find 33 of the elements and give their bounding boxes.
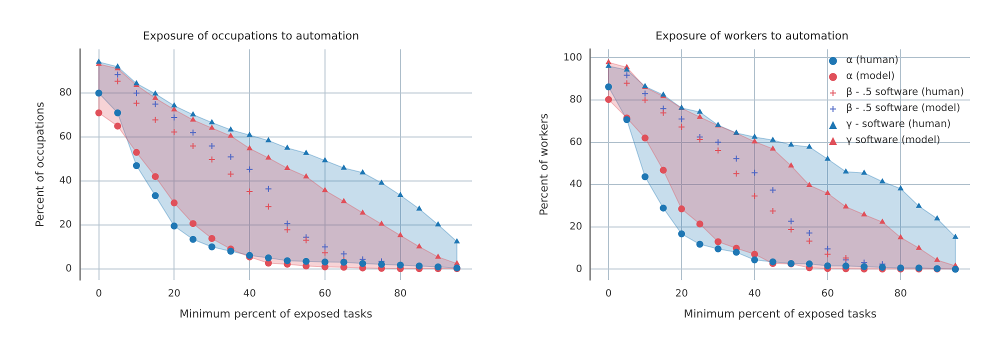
y-tick-label: 20 [570, 222, 582, 233]
x-tick-label: 80 [394, 288, 407, 300]
y-tick-label: 60 [59, 132, 72, 143]
legend-label: α (human) [846, 54, 899, 68]
y-tick-label: 80 [59, 88, 72, 99]
x-tick-label: 20 [168, 288, 181, 300]
y-axis-title: Percent of workers [537, 113, 550, 216]
y-tick-label: 40 [59, 176, 72, 187]
x-axis-title: Minimum percent of exposed tasks [180, 307, 373, 320]
chart-title: Exposure of workers to automation [655, 29, 849, 42]
x-tick-label: 40 [748, 288, 761, 300]
y-tick-label: 0 [576, 264, 582, 275]
legend-label: γ - software (human) [846, 118, 951, 132]
y-axis-title: Percent of occupations [33, 102, 46, 228]
x-tick-label: 20 [675, 288, 688, 300]
x-tick-label: 0 [96, 288, 102, 300]
y-tick-label: 40 [570, 179, 582, 190]
y-tick-label: 80 [570, 94, 582, 106]
x-tick-label: 80 [894, 288, 907, 300]
legend-label: γ software (model) [846, 134, 940, 148]
legend-label: β - .5 software (model) [846, 102, 960, 116]
y-tick-label: 20 [59, 219, 72, 230]
x-tick-label: 0 [605, 288, 612, 300]
chart-title: Exposure of occupations to automation [142, 29, 360, 42]
x-axis-title: Minimum percent of exposed tasks [684, 307, 877, 320]
legend-label: α (model) [846, 70, 895, 84]
x-tick-label: 60 [318, 288, 332, 300]
legend-label: β - .5 software (human) [846, 86, 964, 100]
y-tick-label: 60 [570, 136, 582, 148]
x-tick-label: 40 [243, 288, 256, 300]
y-tick-label: 0 [66, 263, 72, 274]
x-tick-label: 60 [821, 288, 834, 300]
y-tick-label: 100 [563, 52, 582, 64]
